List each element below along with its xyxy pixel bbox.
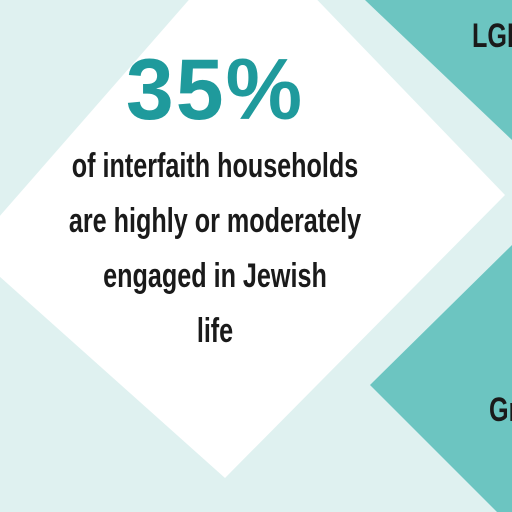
white-diamond [0,0,505,478]
stat-line: are highly or moderately [68,202,362,240]
stat-line: life [196,312,234,350]
teal-shape [370,245,512,512]
teal-shape [365,0,512,140]
stat-line: engaged in Jewish [103,257,327,295]
stat-line: of interfaith households [71,147,359,185]
side-label: LGB [472,17,512,55]
side-label: Gr [489,391,512,429]
stat-value: 35% [125,42,305,138]
